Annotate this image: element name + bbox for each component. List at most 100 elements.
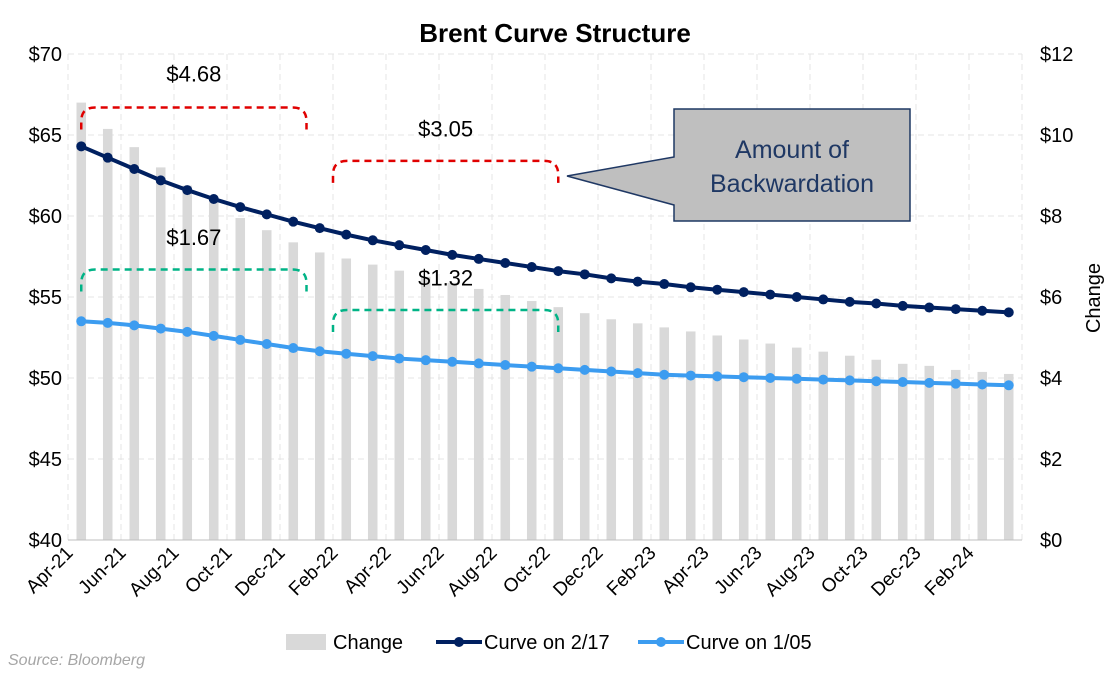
curve-1-05-point [659,369,670,380]
curve-1-05-point [314,346,325,357]
spread-bracket [331,308,560,332]
curve-2-17-point [632,276,643,287]
curve-1-05-point [102,317,113,328]
change-bar [950,369,961,540]
curve-2-17-point [1003,307,1014,318]
y2-tick-label: $10 [1040,125,1073,147]
chart-title: Brent Curve Structure [419,18,691,48]
curve-2-17-point [606,273,617,284]
change-bar [897,363,908,540]
change-bar [1003,373,1014,540]
x-tick-label: Jun-21 [75,543,131,599]
y-tick-label: $65 [29,125,62,147]
curve-1-05-point [208,330,219,341]
change-bar [447,282,458,540]
spread-label: $1.32 [418,266,473,291]
x-tick-label: Apr-22 [340,543,395,598]
x-tick-label: Aug-21 [125,543,183,601]
curve-lines [76,141,1014,391]
y2-tick-label: $4 [1040,368,1062,390]
x-tick-label: Dec-21 [231,543,289,601]
change-bar [473,288,484,540]
curve-1-05-point [155,323,166,334]
y2-tick-label: $8 [1040,206,1062,228]
curve-1-05-point [473,358,484,369]
callout-text: Backwardation [710,170,874,198]
change-bar [659,327,670,540]
curve-2-17-point [261,209,272,220]
curve-2-17-point [897,300,908,311]
change-bar [977,371,988,540]
y-tick-label: $60 [29,206,62,228]
x-tick-label: Aug-23 [761,543,819,601]
legend-label-curve-2-17: Curve on 2/17 [484,632,610,654]
y2-tick-label: $2 [1040,449,1062,471]
curve-2-17-point [473,253,484,264]
change-bar [155,167,166,540]
curve-1-05-point [182,326,193,337]
curve-1-05-point [924,377,935,388]
legend-label-curve-1-05: Curve on 1/05 [686,632,812,654]
y-tick-label: $50 [29,368,62,390]
curve-1-05-point [871,376,882,387]
spread-bracket [80,106,308,130]
curve-1-05-point [447,356,458,367]
change-bar [102,128,113,541]
change-bar [367,264,378,540]
curve-1-05-point [367,351,378,362]
curve-1-05-point [261,338,272,349]
change-bar [341,258,352,540]
change-bar [738,339,749,540]
curve-1-05-point [500,360,511,371]
curve-2-17-point [871,298,882,309]
change-bar [261,230,272,541]
curve-2-17-point [977,305,988,316]
curve-2-17-point [394,240,405,251]
legend: Change Curve on 2/17 Curve on 1/05 [286,632,812,654]
change-bar [208,201,219,540]
curve-1-05-point [765,373,776,383]
change-bar [182,185,193,540]
curve-2-17-point [950,304,961,315]
curve-1-05-point [897,377,908,388]
curve-2-17-point [341,229,352,240]
curve-2-17-point [738,287,749,298]
curve-1-05-point [950,378,961,389]
x-tick-label: Feb-22 [285,543,342,600]
change-bar [818,351,829,540]
change-bar [791,347,802,540]
curve-2-17-point [659,279,670,290]
x-tick-label: Dec-22 [549,543,607,601]
curve-2-17-point [288,216,299,227]
curve-1-05-point [420,355,431,366]
change-bar [394,270,405,540]
change-bar [685,331,696,540]
curve-2-17-point [129,164,140,175]
curve-1-05-point [553,363,564,374]
curve-1-05-point [818,374,829,385]
x-tick-label: Apr-23 [658,543,713,598]
change-bar [924,365,935,540]
curve-1-05-point [791,373,802,384]
change-bar [632,323,643,540]
right-axis-label: Change [1083,263,1105,333]
x-tick-label: Dec-23 [867,543,925,601]
curve-2-17-point [208,193,219,204]
curve-2-17-point [818,294,829,305]
curve-1-05-point [76,316,87,327]
curve-1-05-point [526,361,537,372]
x-tick-label: Oct-23 [817,543,872,598]
curve-2-17-point [102,152,113,163]
change-bar [235,218,246,540]
spread-label: $3.05 [418,117,473,142]
curve-2-17-point [844,296,855,307]
y2-tick-label: $0 [1040,530,1062,552]
curve-2-17-point [526,262,537,273]
curve-1-05-point [606,366,617,377]
x-tick-label: Feb-24 [921,542,979,600]
change-bar [553,307,564,540]
curve-2-17-point [155,175,166,186]
change-bar [606,319,617,540]
spread-label: $4.68 [166,62,221,87]
